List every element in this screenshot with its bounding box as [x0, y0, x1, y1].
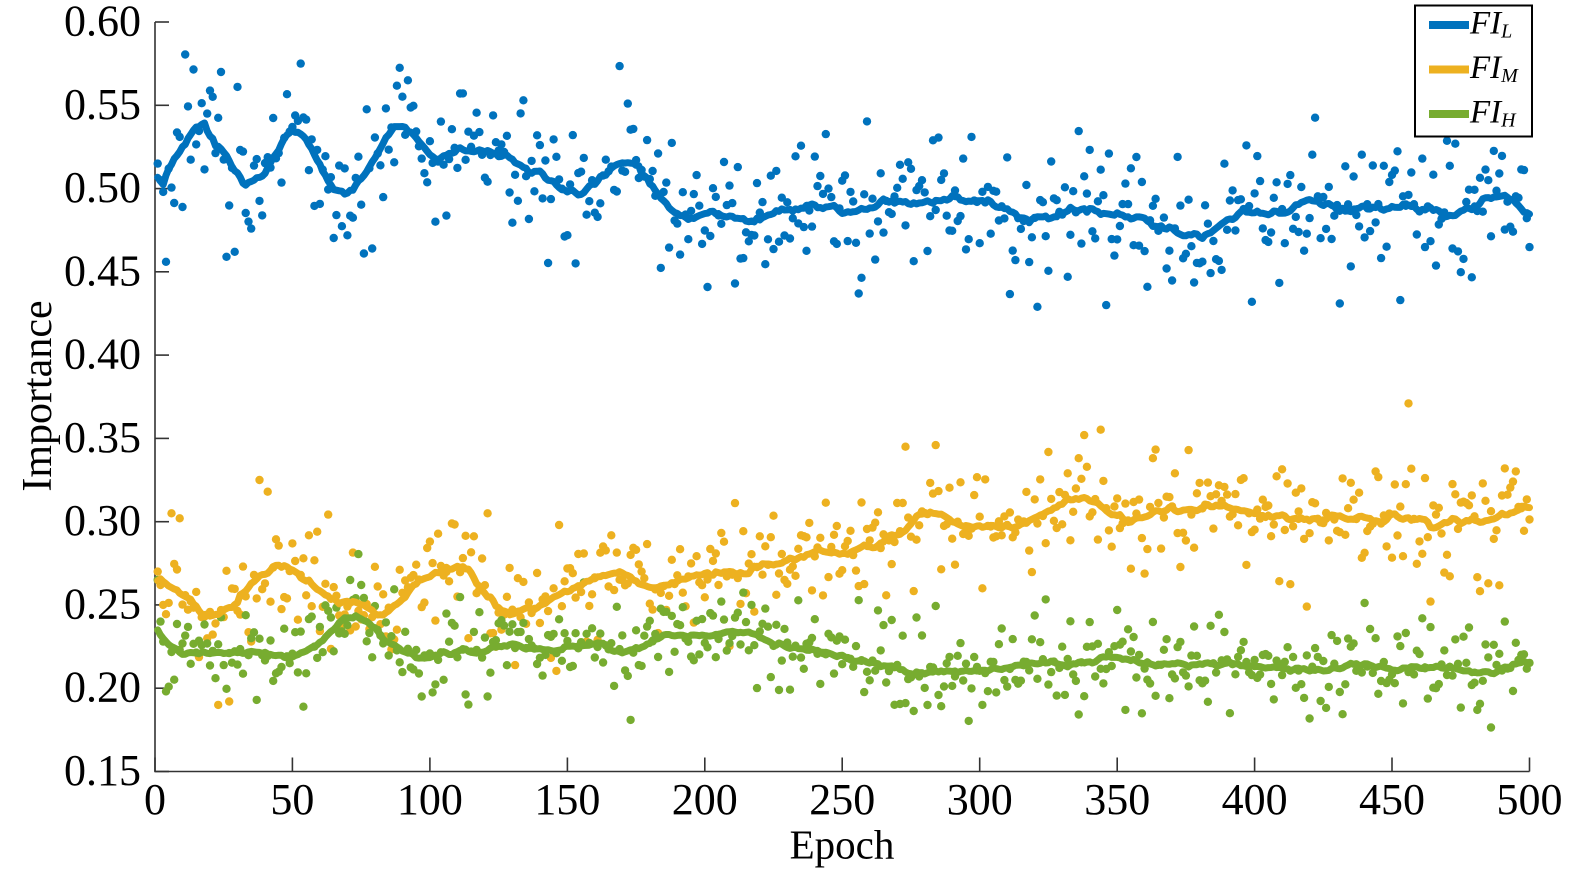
svg-text:0.35: 0.35	[64, 413, 141, 462]
svg-text:0.60: 0.60	[64, 0, 141, 46]
svg-text:0.15: 0.15	[64, 746, 141, 795]
svg-text:250: 250	[809, 775, 875, 824]
svg-text:50: 50	[270, 775, 314, 824]
svg-text:0: 0	[144, 775, 166, 824]
svg-text:Importance: Importance	[15, 300, 61, 491]
svg-text:150: 150	[534, 775, 600, 824]
svg-text:500: 500	[1497, 775, 1563, 824]
svg-text:Epoch: Epoch	[790, 822, 895, 868]
svg-text:450: 450	[1359, 775, 1425, 824]
svg-text:350: 350	[1084, 775, 1150, 824]
svg-text:0.25: 0.25	[64, 579, 141, 628]
svg-text:400: 400	[1222, 775, 1288, 824]
svg-text:0.40: 0.40	[64, 330, 141, 379]
svg-text:0.50: 0.50	[64, 163, 141, 212]
svg-text:200: 200	[672, 775, 738, 824]
svg-text:0.20: 0.20	[64, 663, 141, 712]
svg-text:0.30: 0.30	[64, 496, 141, 545]
svg-text:100: 100	[397, 775, 463, 824]
svg-text:0.45: 0.45	[64, 246, 141, 295]
svg-text:0.55: 0.55	[64, 80, 141, 129]
svg-text:300: 300	[947, 775, 1013, 824]
